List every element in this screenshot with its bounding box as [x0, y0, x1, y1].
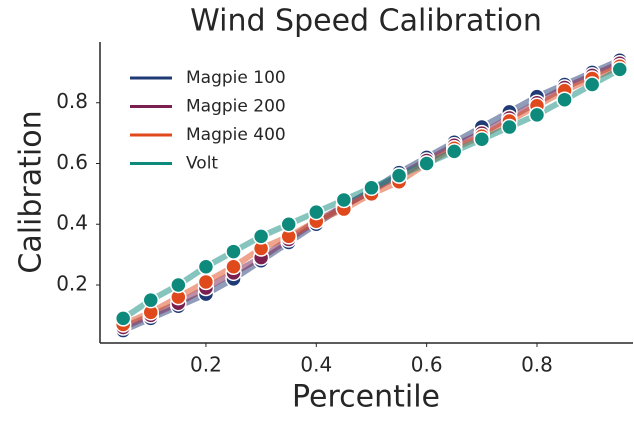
legend-label: Magpie 200 — [186, 97, 286, 117]
series-marker — [473, 130, 491, 148]
y-tick-label: 0.6 — [56, 150, 88, 174]
series-marker — [225, 243, 242, 260]
y-tick-label: 0.2 — [56, 271, 88, 295]
x-tick-label: 0.6 — [411, 353, 443, 377]
series-marker — [390, 167, 408, 184]
series-marker — [363, 179, 380, 197]
series-marker — [611, 61, 629, 78]
series-marker — [197, 258, 215, 276]
series-marker — [335, 191, 353, 209]
series-marker — [225, 258, 242, 276]
series-marker — [418, 155, 435, 172]
legend-label: Volt — [186, 154, 218, 174]
x-tick-label: 0.4 — [300, 353, 332, 377]
y-axis-label: Calibration — [14, 110, 49, 273]
y-tick-label: 0.8 — [56, 89, 88, 113]
series-marker — [501, 118, 518, 136]
x-tick-label: 0.2 — [190, 353, 222, 377]
series-marker — [252, 228, 270, 245]
series-marker — [308, 203, 325, 221]
series-marker — [445, 143, 463, 160]
series-marker — [280, 215, 297, 233]
chart-title: Wind Speed Calibration — [190, 4, 542, 39]
series-marker — [583, 76, 601, 93]
legend-label: Magpie 100 — [186, 68, 286, 88]
series-marker — [528, 106, 546, 124]
x-tick-label: 0.8 — [521, 353, 553, 377]
legend-label: Magpie 400 — [186, 125, 286, 145]
series-marker — [170, 276, 187, 294]
series-marker — [197, 273, 215, 291]
y-tick-label: 0.4 — [56, 211, 88, 235]
x-axis-label: Percentile — [292, 380, 440, 415]
series-marker — [142, 291, 160, 309]
series-marker — [114, 310, 132, 327]
series-marker — [556, 91, 573, 108]
